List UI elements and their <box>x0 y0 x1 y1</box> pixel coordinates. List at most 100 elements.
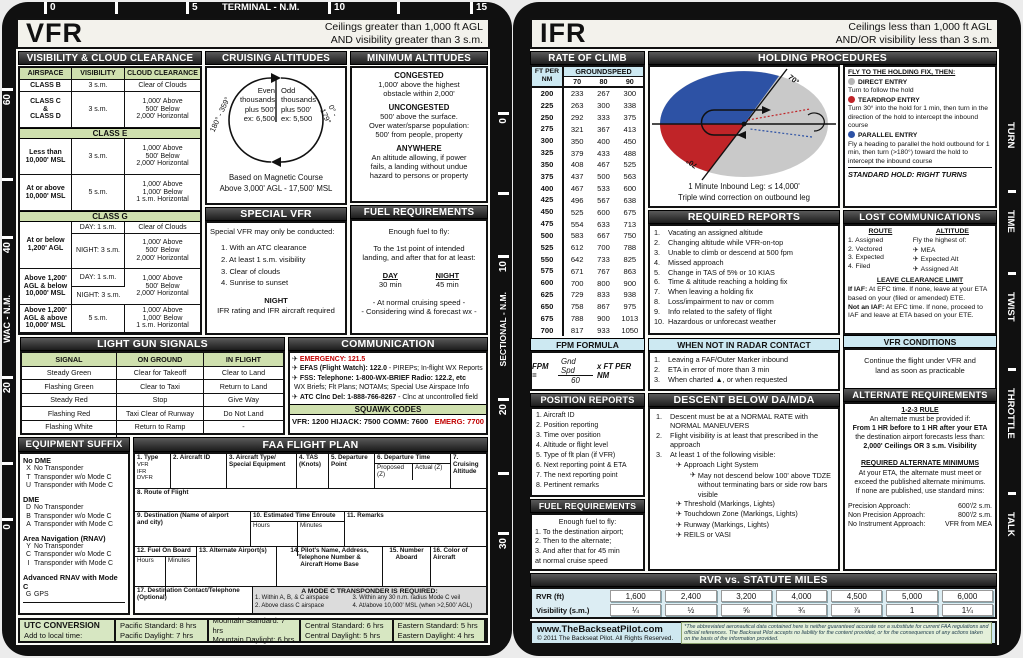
comm-lines: ✈ EFAS (Flight Watch): 122.0 - PIREPs; In… <box>292 364 484 402</box>
ruler-tick-label: 0 <box>50 2 56 13</box>
plane-icon: ✈ <box>690 471 696 479</box>
form-field-pilot-info: 14. Pilot's Name, Address, Telephone Num… <box>277 547 383 587</box>
form-field-color: 16. Color of Aircraft <box>431 547 486 587</box>
table-row: Precision Approach: 600'/2 s.m. <box>848 502 992 510</box>
plane-icon: ✈ <box>912 266 919 274</box>
table-row: 275 321 367 413 <box>532 123 643 136</box>
disclaimer: *The abbreviated aeronautical data conta… <box>681 621 992 645</box>
table-row: 450 525 600 675 <box>532 206 643 219</box>
visibility-value: ¾ <box>775 604 828 616</box>
equip-item: U Transponder with Mode C <box>26 482 114 490</box>
holding-caption: 1 Minute Inbound Leg: ≤ 14,000' <box>688 182 800 191</box>
position-reports-box: 1. Aircraft ID 2. Position reporting 3. Ti… <box>530 407 645 497</box>
table-row: 425 496 567 638 <box>532 194 643 207</box>
rvr-values: 1,600 2,400 3,200 4,000 4,500 5,000 6,000 <box>608 589 995 603</box>
list-item: 6. Next reporting point & ETA <box>536 461 627 469</box>
table-row: 500 583 667 750 <box>532 229 643 242</box>
list-item: 3. When charted ▲, or when requested <box>654 374 788 384</box>
visibility-value: ⅞ <box>831 604 883 616</box>
form-field-fuel-on-board: 12. Fuel On Board Hours Minutes <box>135 547 197 596</box>
comm-line: ✈ ATC Clnc Del: 1-888-766-8267 - Clnc at … <box>292 393 478 401</box>
section-ifr-fuel: FUEL REQUIREMENTS <box>530 499 645 513</box>
ifr-fuel-box: Enough fuel to fly: 1. To the destinatio… <box>530 513 645 571</box>
lostcomm-altitude: ALTITUDE Fly the highest of: ✈ MEA ✈ Expect… <box>913 228 992 275</box>
table-row: 525 612 700 788 <box>532 241 643 254</box>
list-item: 2. Vectored <box>848 245 883 253</box>
form-field-aircraft-type: 3. Aircraft Type/ Special Equipment <box>227 454 297 489</box>
vfr-header: VFR Ceilings greater than 1,000 ft AGL A… <box>16 18 490 49</box>
section-required-reports: REQUIRED REPORTS <box>648 210 840 224</box>
table-row: Flashing Green Clear to Taxi Return to L… <box>22 380 283 394</box>
ruler-tick-label: 20 <box>498 404 509 416</box>
section-minimum-altitudes: MINIMUM ALTITUDES <box>350 51 488 65</box>
equip-item: Y No Transponder <box>26 542 84 550</box>
footer: www.TheBackseatPilot.com © 2011 The Back… <box>530 621 997 645</box>
class-e-band: CLASS E <box>20 128 200 139</box>
table-row: 225 263 300 338 <box>532 99 643 112</box>
section-descent-below: DESCENT BELOW DA/MDA <box>648 393 840 407</box>
list-item: 4. Filed <box>848 263 871 271</box>
utc-zone: Central Standard: 6 hrs Central Daylight… <box>301 620 394 641</box>
section-special-vfr: SPECIAL VFR <box>205 207 347 221</box>
table-row: 250 292 333 375 <box>532 111 643 124</box>
list-item: 2. Position reporting <box>536 421 599 429</box>
table-row: Above 1,200' AGL & below 10,000' MSL DAY… <box>20 269 200 305</box>
required-reports-list: 1. Vacating an assigned altitude 2. Changin… <box>650 228 838 327</box>
plane-icon: ✈ <box>676 531 682 539</box>
list-item: 9. Info related to the safety of flight <box>654 307 772 317</box>
gray-dot-icon <box>848 77 855 85</box>
visibility-cloud-table: AIRSPACE VISIBILITY CLOUD CLEARANCE CLAS… <box>18 66 202 335</box>
table-row: 600 700 800 900 <box>532 277 643 290</box>
faa-flight-plan-form: 1. Type VFR IFR DVFR 2. Aircraft ID 3. Air… <box>133 452 488 615</box>
form-field-destination: 9. Destination (Name of airport and city… <box>135 512 251 547</box>
section-equipment-suffix: EQUIPMENT SUFFIX <box>18 437 130 452</box>
table-row: Steady Red Stop Give Way <box>22 393 283 407</box>
list-item: 3. Unable to climb or descend at 500 fpm <box>654 247 793 257</box>
list-item: 8. Pertinent remarks <box>536 481 600 489</box>
form-field-tas: 4. TAS (Knots) <box>297 454 329 489</box>
fuel-night: NIGHT 45 min <box>435 270 460 289</box>
special-vfr-box: Special VFR may only be conducted: 1. Wi… <box>205 221 347 335</box>
section-radar-contact: WHEN NOT IN RADAR CONTACT <box>648 338 840 351</box>
ruler-word: TWIST <box>1005 292 1016 322</box>
list-item: 1. To the destination airport; <box>535 526 624 536</box>
ruler-tick-label: 0 <box>2 524 13 530</box>
table-row: 350 408 467 525 <box>532 158 643 171</box>
plane-icon: ✈ <box>676 501 682 509</box>
list-item: 1. Vacating an assigned altitude <box>654 228 763 237</box>
list-item: 4. Sunrise to sunset <box>221 278 289 288</box>
emergency-freq: ✈ EMERGENCY: 121.5 <box>292 356 366 363</box>
ifr-panel: IFR Ceilings less than 1,000 ft AGL AND/… <box>530 18 999 645</box>
table-row: 325 379 433 488 <box>532 147 643 159</box>
mode-c-required-box: A MODE C TRANSPONDER IS REQUIRED: 1. Wit… <box>253 587 486 613</box>
holding-entry-diagram <box>652 68 836 181</box>
list-item: 3. Time over position <box>536 431 601 439</box>
utc-zone: Pacific Standard: 8 hrs Pacific Daylight… <box>116 620 209 641</box>
section-holding-procedures: HOLDING PROCEDURES <box>648 51 997 65</box>
visibility-value: 1 <box>886 604 938 616</box>
ruler-tick-label: 60 <box>2 94 13 106</box>
vfr-conditions-box: Continue the flight under VFR and land a… <box>843 348 997 391</box>
minimum-altitudes-box: CONGESTED 1,000' above the highest obsta… <box>350 66 488 203</box>
table-row: 475 554 633 713 <box>532 218 643 230</box>
list-item: 4. Altitude or flight level <box>536 441 608 449</box>
visibility-values: ¼ ½ ⅝ ¾ ⅞ 1 1¼ <box>608 603 995 617</box>
table-row: 400 467 533 600 <box>532 182 643 195</box>
form-field-departure-time: 6. Departure Time Proposed (Z) Actual (Z… <box>375 454 451 489</box>
table-row: Above 1,200' AGL & above 10,000' MSL 5 s… <box>20 305 200 333</box>
ruler-tick-label: 5 <box>192 2 198 13</box>
form-field-aircraft-id: 2. Aircraft ID <box>171 454 227 489</box>
equipment-suffix-box: No DME X No Transponder T Transponder w/o M… <box>18 452 130 615</box>
ruler-tick-label: 20 <box>2 382 13 394</box>
section-communication: COMMUNICATION <box>288 337 488 351</box>
table-row: CLASS B 3 s.m. Clear of Clouds <box>20 80 200 92</box>
special-vfr-list: 1. With an ATC clearance 2. At least 1 s.… <box>207 238 345 289</box>
equip-item: C Transponder w/o Mode C <box>26 551 112 559</box>
plane-icon: ✈ <box>912 256 919 264</box>
table-row: 200 233 267 300 <box>532 88 643 100</box>
table-row: 550 642 733 825 <box>532 253 643 266</box>
squawk-codes-band: SQUAWK CODES <box>290 404 486 416</box>
form-field-type: 1. Type VFR IFR DVFR <box>135 454 171 489</box>
copyright: © 2011 The Backseat Pilot. All Rights Re… <box>537 635 674 642</box>
